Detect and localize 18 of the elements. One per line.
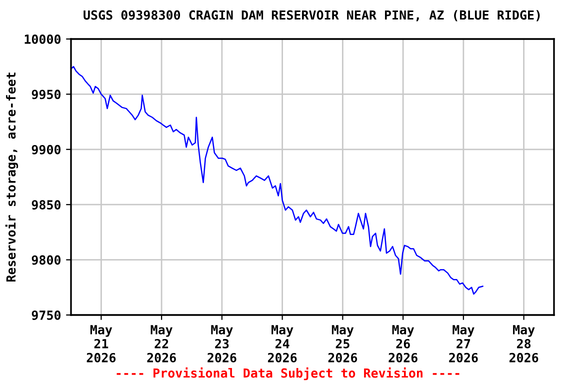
y-tick-label: 9850 [32, 200, 61, 210]
x-tick-label: May 28 2026 [509, 325, 538, 362]
x-tick-label: May 21 2026 [86, 325, 116, 362]
x-tick-label: May 23 2026 [208, 325, 236, 362]
y-tick-label: 9750 [32, 310, 61, 320]
y-tick-label: 10000 [24, 34, 61, 44]
x-tick-label: May 27 2026 [449, 325, 478, 362]
y-tick-label: 9950 [32, 90, 61, 100]
x-tick-label: May 22 2026 [147, 325, 176, 362]
y-axis-title: Reservoir storage, acre-feet [5, 72, 18, 282]
x-tick-label: May 26 2026 [388, 325, 418, 362]
x-tick-label: May 25 2026 [328, 325, 358, 362]
line-series [71, 66, 484, 295]
text: ---- Provisional Data Subject to Revision ---- [116, 367, 460, 380]
x-tick-label: May 24 2026 [268, 325, 297, 362]
chart-title: USGS 09398300 CRAGIN DAM RESERVOIR NEAR PINE, AZ (BLUE RIDGE) [84, 10, 540, 22]
y-tick-label: 9900 [32, 144, 61, 154]
y-tick-label: 9800 [32, 255, 61, 265]
